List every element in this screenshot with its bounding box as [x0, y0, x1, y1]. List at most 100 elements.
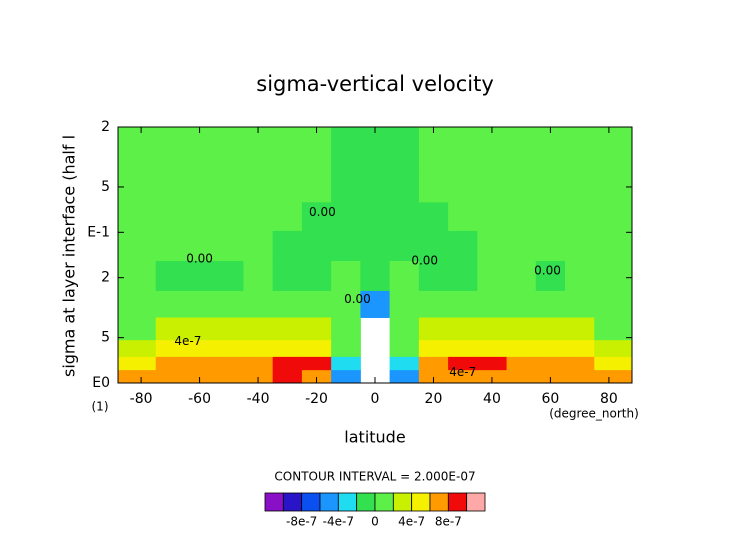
- contour-cell: [594, 370, 633, 384]
- colorbar-box: [337, 492, 358, 512]
- contour-cell: [243, 127, 274, 171]
- contour-cell: [448, 340, 478, 358]
- contour-cell: [301, 202, 332, 232]
- contour-cell: [477, 290, 508, 318]
- colorbar-label: -4e-7: [323, 515, 354, 529]
- contour-cell: [243, 230, 274, 262]
- contour-cell: [565, 127, 595, 171]
- contour-cell: [360, 127, 391, 171]
- contour-label: 4e-7: [449, 365, 476, 379]
- contour-cell: [389, 170, 420, 203]
- contour-cell: [155, 170, 186, 203]
- contour-cell: [594, 202, 633, 232]
- y-tick-label: 5: [101, 179, 110, 195]
- contour-cell: [448, 170, 478, 203]
- contour-cell: [535, 170, 566, 203]
- contour-cell: [214, 230, 244, 262]
- contour-cell: [272, 370, 303, 384]
- contour-cell: [360, 260, 391, 292]
- y-tick-label: 2: [101, 119, 110, 135]
- contour-cell: [418, 317, 449, 341]
- contour-cell: [594, 317, 633, 341]
- contour-cell: [331, 260, 361, 292]
- contour-cell: [448, 356, 478, 371]
- contour-cell: [477, 317, 508, 341]
- contour-label: 0.00: [186, 251, 213, 265]
- contour-cell: [535, 290, 566, 318]
- contour-cell: [301, 230, 332, 262]
- contour-cell: [506, 370, 537, 384]
- colorbar-box: [301, 492, 321, 512]
- colorbar-label: 4e-7: [398, 515, 425, 529]
- contour-cell: [389, 230, 420, 262]
- contour-cell: [301, 340, 332, 358]
- contour-cell: [506, 230, 537, 262]
- contour-cell: [506, 202, 537, 232]
- contour-cell: [118, 230, 157, 262]
- contour-cell: [360, 230, 391, 262]
- y-units: (1): [92, 400, 109, 414]
- contour-cell: [214, 370, 244, 384]
- x-tick-label: 20: [425, 391, 443, 407]
- contour-cell: [118, 317, 157, 341]
- contour-cell: [155, 317, 186, 341]
- contour-cell: [272, 170, 303, 203]
- contour-cell: [389, 260, 420, 292]
- contour-cell: [565, 260, 595, 292]
- contour-cell: [301, 317, 332, 341]
- contour-cell: [594, 290, 633, 318]
- contour-cell: [272, 127, 303, 171]
- contour-cell: [448, 230, 478, 262]
- contour-cell: [360, 290, 391, 318]
- y-tick-label: 2: [101, 270, 110, 286]
- contour-cell: [418, 290, 449, 318]
- contour-cell: [214, 202, 244, 232]
- colorbar-box: [282, 492, 303, 512]
- contour-cell: [565, 202, 595, 232]
- contour-cell: [155, 370, 186, 384]
- contour-cell: [214, 127, 244, 171]
- contour-cell: [418, 356, 449, 371]
- contour-cell: [184, 370, 215, 384]
- contour-cell: [477, 260, 508, 292]
- contour-cell: [118, 340, 157, 358]
- plot-area: [118, 127, 633, 384]
- contour-cell: [506, 340, 537, 358]
- contour-cell: [535, 202, 566, 232]
- contour-cell: [565, 230, 595, 262]
- contour-cell: [535, 127, 566, 171]
- contour-cell: [565, 340, 595, 358]
- colorbar-box: [447, 492, 468, 512]
- x-tick-label: 80: [600, 391, 618, 407]
- contour-cell: [214, 356, 244, 371]
- contour-cell: [331, 317, 361, 341]
- contour-cell: [118, 260, 157, 292]
- contour-cell: [118, 290, 157, 318]
- y-tick-label: E-1: [87, 224, 110, 240]
- colorbar-label: 0: [371, 515, 379, 529]
- contour-cell: [214, 290, 244, 318]
- contour-cell: [506, 356, 537, 371]
- contour-cell: [594, 230, 633, 262]
- contour-cell: [184, 260, 215, 292]
- contour-cell: [331, 127, 361, 171]
- contour-cell: [331, 290, 361, 318]
- contour-label: 0.00: [309, 205, 336, 219]
- x-tick-label: -80: [130, 391, 153, 407]
- contour-cell: [565, 356, 595, 371]
- contour-cell: [243, 370, 274, 384]
- contour-cell: [272, 290, 303, 318]
- contour-cell: [418, 170, 449, 203]
- colorbar-box: [374, 492, 394, 512]
- contour-cell: [331, 170, 361, 203]
- contour-cell: [155, 230, 186, 262]
- contour-cell: [301, 356, 332, 371]
- colorbar-box: [319, 492, 339, 512]
- contour-label: 0.00: [344, 292, 371, 306]
- contour-cell: [389, 290, 420, 318]
- colorbar-title: CONTOUR INTERVAL = 2.000E-07: [274, 470, 475, 484]
- contour-cell: [301, 370, 332, 384]
- contour-cell: [418, 202, 449, 232]
- x-units: (degree_north): [549, 407, 639, 421]
- colorbar-label: 8e-7: [435, 515, 462, 529]
